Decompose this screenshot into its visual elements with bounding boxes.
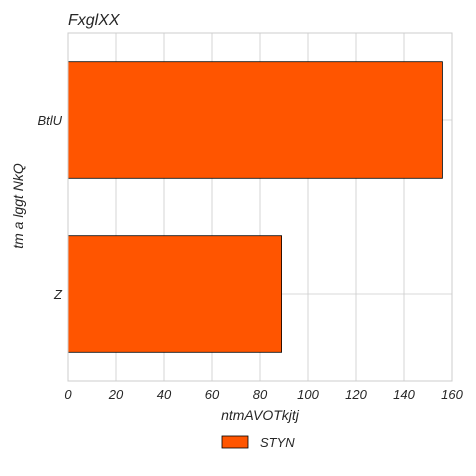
y-axis-ticks: BtlU Z [37,113,63,302]
y-tick-label: Z [53,287,63,302]
bars [68,62,442,353]
legend-swatch [222,436,248,448]
x-tick-label: 0 [64,387,72,402]
x-tick-label: 80 [253,387,268,402]
x-axis-ticks: 0 20 40 60 80 100 120 140 160 [64,387,463,402]
x-tick-label: 100 [297,387,319,402]
chart-title: FxglXX [68,12,121,29]
x-tick-label: 20 [108,387,124,402]
x-tick-label: 120 [345,387,367,402]
x-tick-label: 40 [157,387,172,402]
y-axis-label: tm a lggt NkQ [10,163,26,249]
x-tick-label: 160 [441,387,463,402]
legend: STYN [222,435,295,450]
x-axis-label: ntmAVOTkjtj [221,407,300,423]
x-tick-label: 60 [205,387,220,402]
legend-label: STYN [260,435,295,450]
bar-z [68,236,282,353]
bar-btlu [68,62,442,179]
x-tick-label: 140 [393,387,415,402]
y-tick-label: BtlU [37,113,62,128]
